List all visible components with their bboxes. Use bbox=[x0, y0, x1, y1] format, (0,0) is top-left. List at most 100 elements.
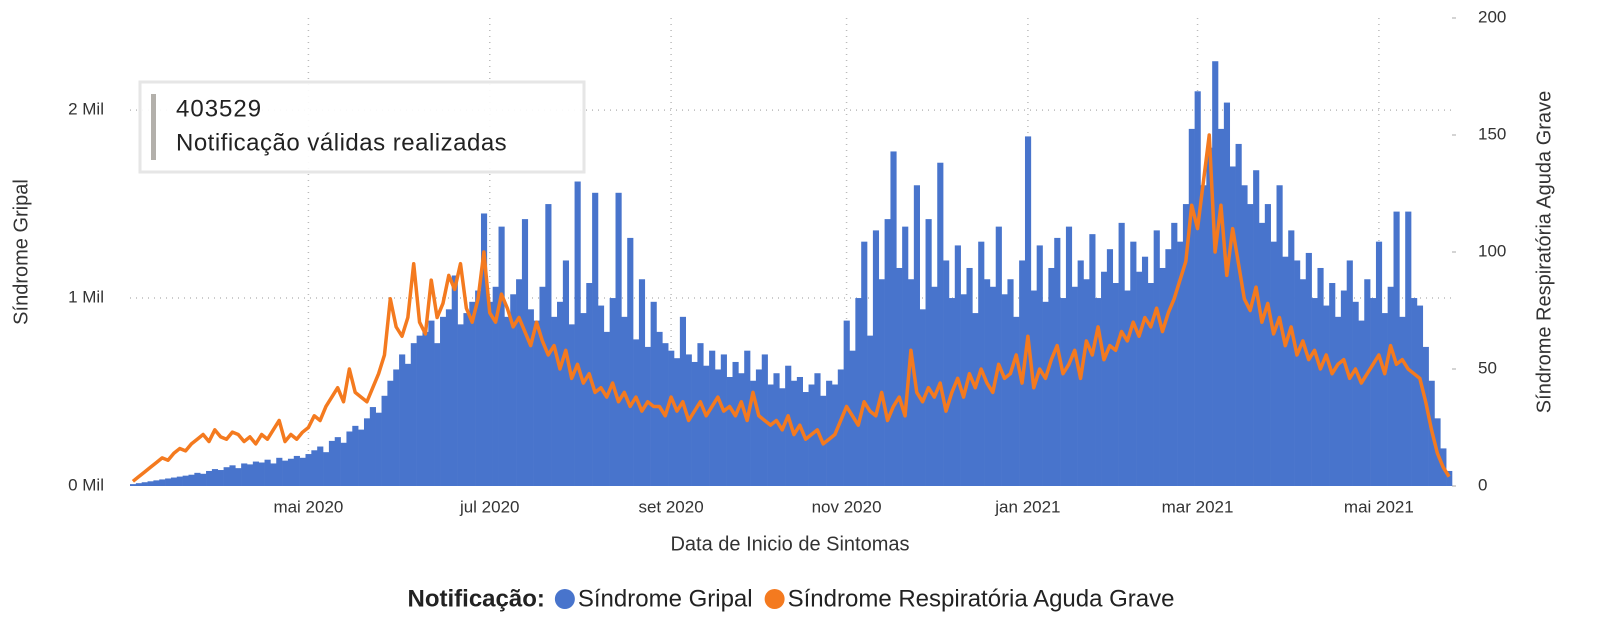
bar bbox=[1247, 204, 1254, 486]
bar bbox=[972, 313, 979, 486]
bar bbox=[287, 458, 295, 486]
bar bbox=[603, 331, 610, 486]
bar bbox=[627, 237, 634, 486]
bar bbox=[1177, 241, 1184, 486]
bar bbox=[1276, 185, 1283, 487]
bar bbox=[925, 219, 932, 486]
bar bbox=[264, 459, 271, 486]
bar bbox=[1212, 61, 1219, 487]
bar bbox=[1229, 166, 1236, 486]
bar bbox=[363, 418, 371, 486]
annotation-accent bbox=[151, 94, 156, 160]
bar bbox=[346, 431, 353, 486]
bar bbox=[381, 395, 388, 486]
bar bbox=[1223, 102, 1231, 487]
bar bbox=[931, 286, 938, 486]
bar bbox=[954, 245, 961, 486]
bar bbox=[369, 407, 376, 486]
bar bbox=[1112, 283, 1119, 486]
x-tick-label: mai 2021 bbox=[1344, 497, 1414, 516]
bar bbox=[1352, 301, 1359, 486]
y-tick-label: 0 Mil bbox=[68, 475, 104, 494]
bar bbox=[1393, 211, 1400, 486]
annotation-label: Notificação válidas realizadas bbox=[176, 129, 507, 156]
bar bbox=[1299, 279, 1307, 486]
bar bbox=[235, 468, 242, 486]
plot-area: mai 2020 jul 2020 set 2020 nov 2020 jan 2021… bbox=[68, 7, 1506, 516]
bar bbox=[1065, 226, 1073, 486]
bar bbox=[539, 286, 546, 486]
bar bbox=[217, 470, 224, 486]
bar bbox=[1446, 470, 1453, 486]
annotation-frame bbox=[138, 80, 586, 174]
bar bbox=[323, 452, 330, 486]
legend-marker bbox=[764, 589, 785, 609]
x-tick-label: mar 2021 bbox=[1162, 497, 1234, 516]
bar bbox=[1329, 283, 1336, 486]
bar bbox=[1188, 128, 1195, 486]
x-axis-title: Data de Inicio de Sintomas bbox=[670, 533, 909, 555]
bar bbox=[1411, 298, 1418, 486]
bar bbox=[504, 316, 511, 486]
bar bbox=[416, 335, 423, 486]
bar bbox=[1264, 204, 1271, 486]
bar bbox=[334, 437, 341, 486]
bar bbox=[1405, 211, 1412, 486]
bar bbox=[872, 230, 880, 486]
bar bbox=[650, 301, 657, 486]
bar bbox=[428, 320, 435, 486]
y2-tick-label: 200 bbox=[1478, 7, 1506, 26]
bar bbox=[609, 298, 616, 486]
bar bbox=[1381, 313, 1388, 486]
bar bbox=[533, 320, 540, 486]
bar bbox=[884, 219, 891, 486]
bar bbox=[480, 213, 488, 486]
bar bbox=[1013, 316, 1020, 486]
bar bbox=[995, 226, 1002, 486]
bar bbox=[750, 380, 757, 486]
bar bbox=[510, 294, 517, 486]
bar bbox=[902, 226, 909, 486]
bar bbox=[1153, 230, 1160, 486]
bar bbox=[147, 481, 154, 486]
bar bbox=[1323, 305, 1330, 486]
bar bbox=[726, 376, 733, 486]
bar bbox=[1071, 286, 1078, 486]
bar bbox=[767, 384, 774, 486]
y2-tick-label: 150 bbox=[1478, 124, 1506, 143]
bar bbox=[1036, 245, 1043, 486]
bar bbox=[1241, 185, 1248, 487]
bar bbox=[1147, 283, 1154, 486]
bar bbox=[1194, 91, 1201, 486]
bar bbox=[574, 181, 581, 486]
bar bbox=[1387, 286, 1394, 486]
bar bbox=[252, 461, 259, 486]
bar bbox=[211, 469, 219, 486]
y-tick-label: 1 Mil bbox=[68, 288, 104, 307]
bar bbox=[674, 358, 681, 486]
bar bbox=[668, 350, 675, 486]
bar bbox=[393, 369, 400, 486]
bar bbox=[440, 316, 447, 486]
bar bbox=[521, 219, 529, 486]
bar bbox=[410, 343, 417, 486]
bar bbox=[299, 457, 306, 486]
bar bbox=[1024, 136, 1032, 486]
bar bbox=[434, 343, 441, 486]
bar bbox=[1106, 249, 1114, 486]
bar bbox=[223, 467, 230, 486]
bar bbox=[568, 324, 575, 486]
bar bbox=[557, 301, 564, 486]
bar bbox=[785, 365, 792, 486]
bar bbox=[1416, 305, 1424, 486]
bar bbox=[176, 476, 183, 486]
bar bbox=[1101, 271, 1108, 486]
bar bbox=[1282, 256, 1289, 486]
bar bbox=[878, 279, 885, 486]
bar bbox=[1060, 298, 1067, 486]
bar bbox=[615, 192, 622, 487]
bar bbox=[1141, 256, 1149, 486]
legend-label: Síndrome Gripal bbox=[578, 585, 753, 612]
bar bbox=[246, 464, 254, 486]
bar bbox=[1042, 301, 1049, 486]
